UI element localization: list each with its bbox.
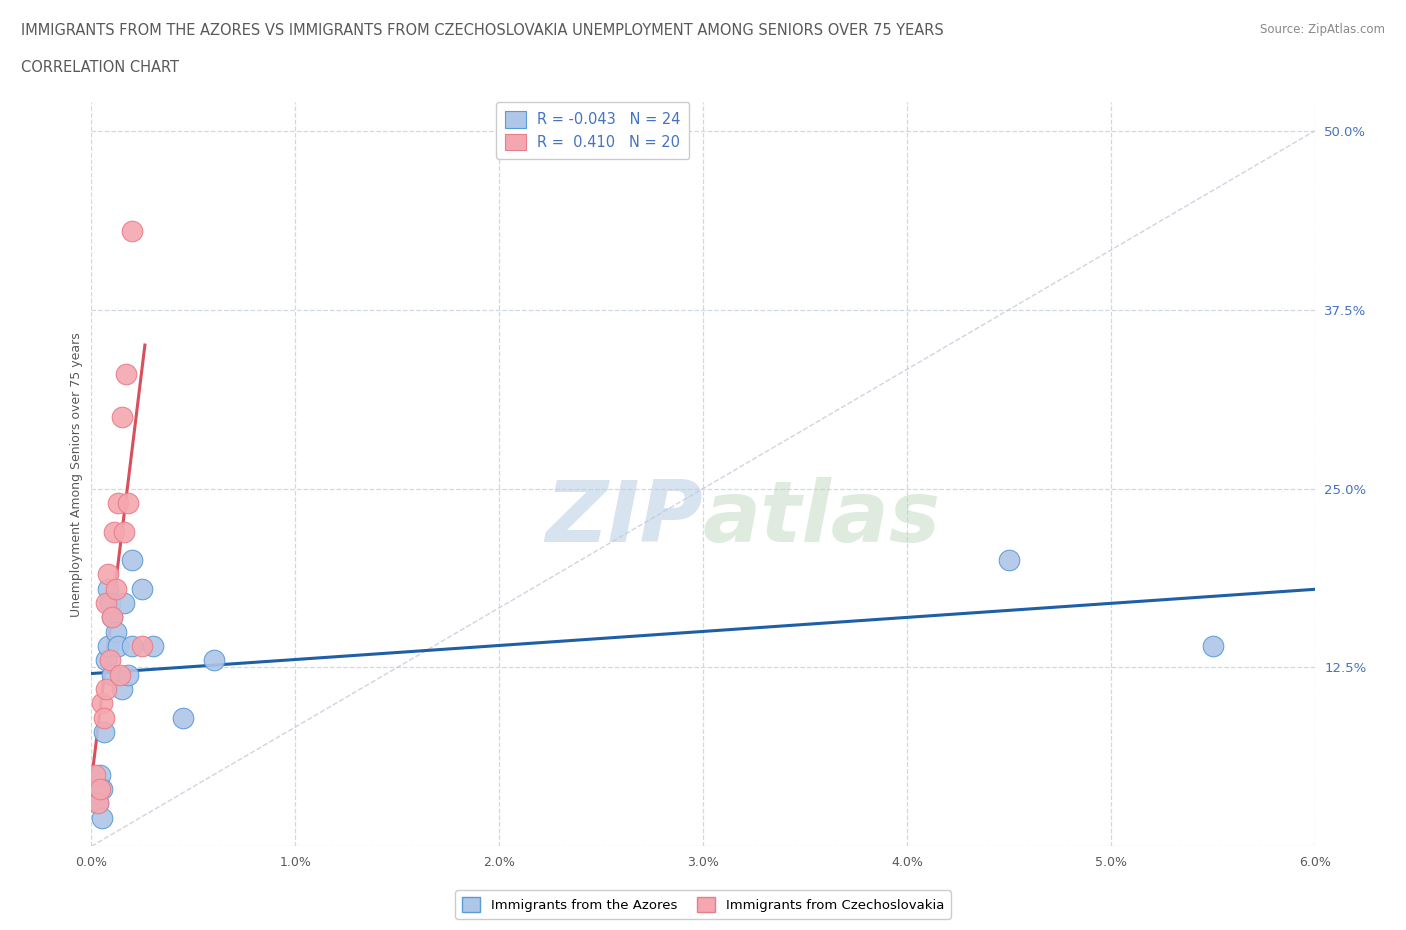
Text: Source: ZipAtlas.com: Source: ZipAtlas.com (1260, 23, 1385, 36)
Point (94, 595, 117, 610)
Point (93, 724, 115, 739)
Point (111, 409, 134, 424)
Point (131, 581, 153, 596)
Legend: R = -0.043   N = 24, R =  0.410   N = 20: R = -0.043 N = 24, R = 0.410 N = 20 (496, 102, 689, 159)
Point (131, 639, 153, 654)
Point (202, 653, 225, 668)
Point (86, 796, 108, 811)
Point (98, 653, 121, 668)
Point (103, 525, 125, 539)
Y-axis label: Unemployment Among Seniors over 75 years: Unemployment Among Seniors over 75 years (70, 332, 83, 617)
Point (98, 595, 121, 610)
Point (86, 796, 108, 811)
Point (93, 711, 115, 725)
Point (108, 667, 131, 682)
Point (90, 810, 112, 825)
Point (998, 552, 1021, 567)
Text: ZIP: ZIP (546, 477, 703, 561)
Point (107, 639, 129, 654)
Point (97, 639, 120, 654)
Point (97, 581, 120, 596)
Point (121, 639, 143, 654)
Point (121, 552, 143, 567)
Point (89, 781, 111, 796)
Point (101, 610, 124, 625)
Point (107, 496, 129, 511)
Point (94, 653, 117, 668)
Point (112, 595, 135, 610)
Point (90, 696, 112, 711)
Point (115, 366, 138, 381)
Point (117, 496, 139, 511)
Point (1202, 639, 1225, 654)
Point (117, 667, 139, 682)
Point (89, 767, 111, 782)
Point (141, 639, 165, 654)
Point (101, 610, 124, 625)
Point (90, 781, 112, 796)
Legend: Immigrants from the Azores, Immigrants from Czechoslovakia: Immigrants from the Azores, Immigrants f… (456, 890, 950, 919)
Point (112, 525, 135, 539)
Point (94, 682, 117, 697)
Text: atlas: atlas (703, 477, 941, 561)
Point (101, 667, 124, 682)
Text: CORRELATION CHART: CORRELATION CHART (21, 60, 179, 75)
Point (111, 682, 134, 697)
Point (104, 624, 127, 639)
Point (97, 567, 120, 582)
Point (172, 711, 194, 725)
Text: IMMIGRANTS FROM THE AZORES VS IMMIGRANTS FROM CZECHOSLOVAKIA UNEMPLOYMENT AMONG : IMMIGRANTS FROM THE AZORES VS IMMIGRANTS… (21, 23, 943, 38)
Point (104, 581, 127, 596)
Point (84, 767, 107, 782)
Point (121, 223, 143, 238)
